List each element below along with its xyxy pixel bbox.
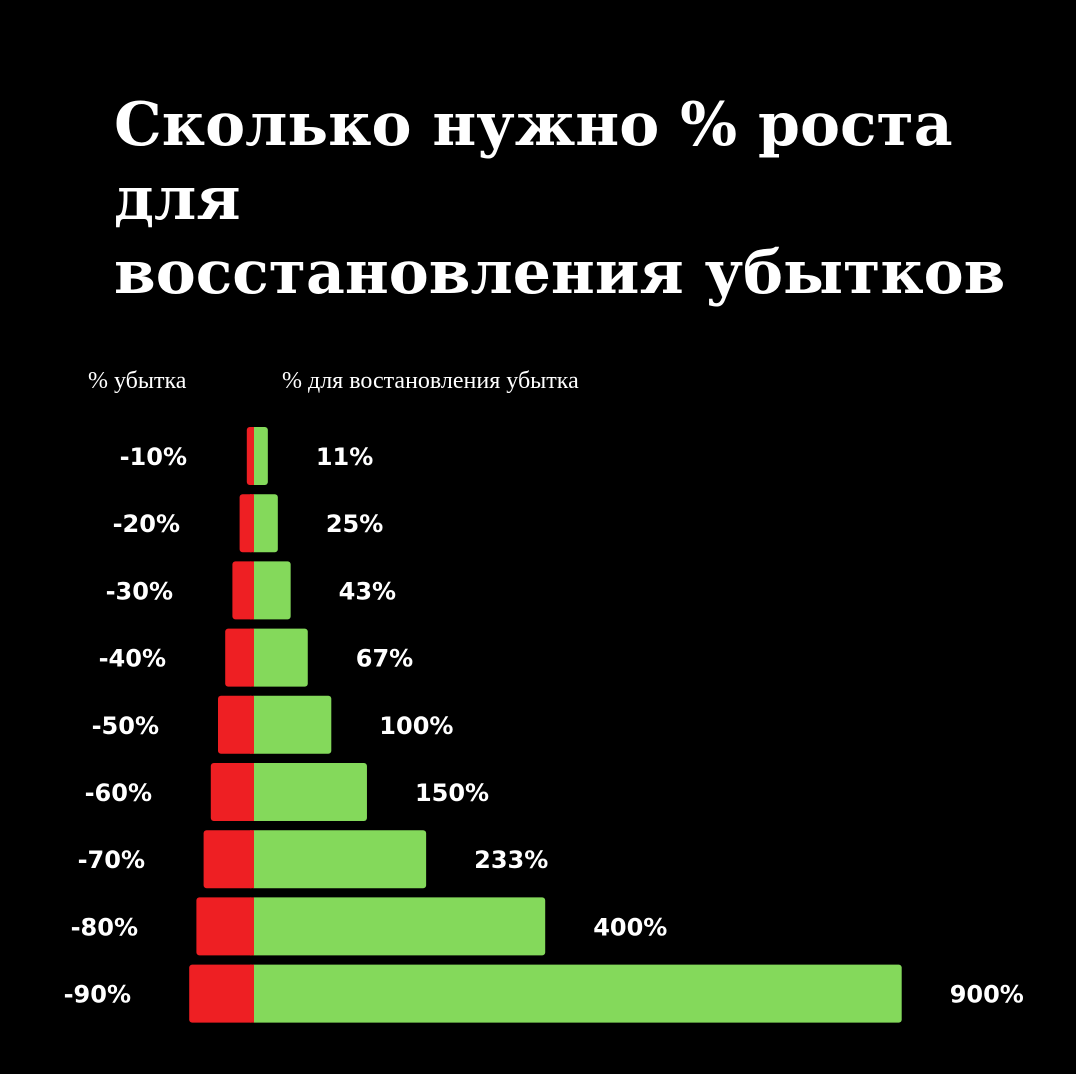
loss-bar bbox=[218, 695, 254, 754]
loss-label: -50% bbox=[92, 712, 159, 740]
loss-label: -90% bbox=[64, 981, 131, 1009]
chart-title: Сколько нужно % роста для восстановления… bbox=[114, 88, 1014, 310]
loss-bar-edge bbox=[250, 561, 254, 620]
recovery-label: 233% bbox=[474, 846, 548, 874]
loss-label: -80% bbox=[71, 913, 138, 941]
recovery-bar bbox=[251, 494, 278, 553]
labels-group: -10% 11% -20% 25% -30% 43% -40% 67% -50% 100% -60%… bbox=[64, 443, 1024, 1009]
recovery-label: 150% bbox=[415, 779, 489, 807]
recovery-column-header: % для востановления убытка bbox=[282, 368, 579, 394]
loss-bar bbox=[189, 964, 254, 1023]
loss-bar bbox=[210, 763, 254, 821]
recovery-bar bbox=[251, 695, 332, 754]
loss-label: -20% bbox=[113, 510, 180, 538]
recovery-label: 25% bbox=[326, 510, 383, 538]
loss-bar-edge bbox=[250, 494, 254, 553]
bars-group bbox=[189, 427, 902, 1023]
loss-bar bbox=[203, 830, 254, 889]
recovery-bar bbox=[251, 763, 367, 821]
loss-bar-edge bbox=[250, 964, 254, 1023]
recovery-bar bbox=[251, 830, 427, 889]
loss-bar-edge bbox=[250, 830, 254, 889]
loss-bar bbox=[232, 561, 254, 620]
recovery-bar bbox=[251, 964, 902, 1023]
recovery-label: 100% bbox=[379, 712, 453, 740]
loss-bar bbox=[225, 628, 254, 687]
title-line-2: восстановления убытков bbox=[114, 238, 1006, 308]
loss-label: -60% bbox=[85, 779, 152, 807]
title-line-1: Сколько нужно % роста для bbox=[114, 90, 953, 234]
loss-label: -10% bbox=[120, 443, 187, 471]
loss-column-header: % убытка bbox=[88, 368, 187, 394]
recovery-label: 11% bbox=[316, 443, 373, 471]
recovery-bar bbox=[251, 897, 546, 956]
recovery-label: 43% bbox=[339, 577, 396, 605]
recovery-label: 67% bbox=[356, 645, 413, 673]
loss-label: -70% bbox=[78, 846, 145, 874]
recovery-bar bbox=[251, 427, 268, 485]
recovery-bar bbox=[251, 628, 308, 687]
loss-bar-edge bbox=[250, 628, 254, 687]
loss-bar-edge bbox=[250, 695, 254, 754]
loss-label: -40% bbox=[99, 645, 166, 673]
loss-bar-edge bbox=[250, 763, 254, 821]
loss-label: -30% bbox=[106, 577, 173, 605]
recovery-label: 900% bbox=[950, 981, 1024, 1009]
recovery-label: 400% bbox=[593, 913, 667, 941]
loss-bar-edge bbox=[250, 427, 254, 485]
loss-bar-edge bbox=[250, 897, 254, 956]
recovery-bar bbox=[251, 561, 291, 620]
loss-bar bbox=[196, 897, 254, 956]
